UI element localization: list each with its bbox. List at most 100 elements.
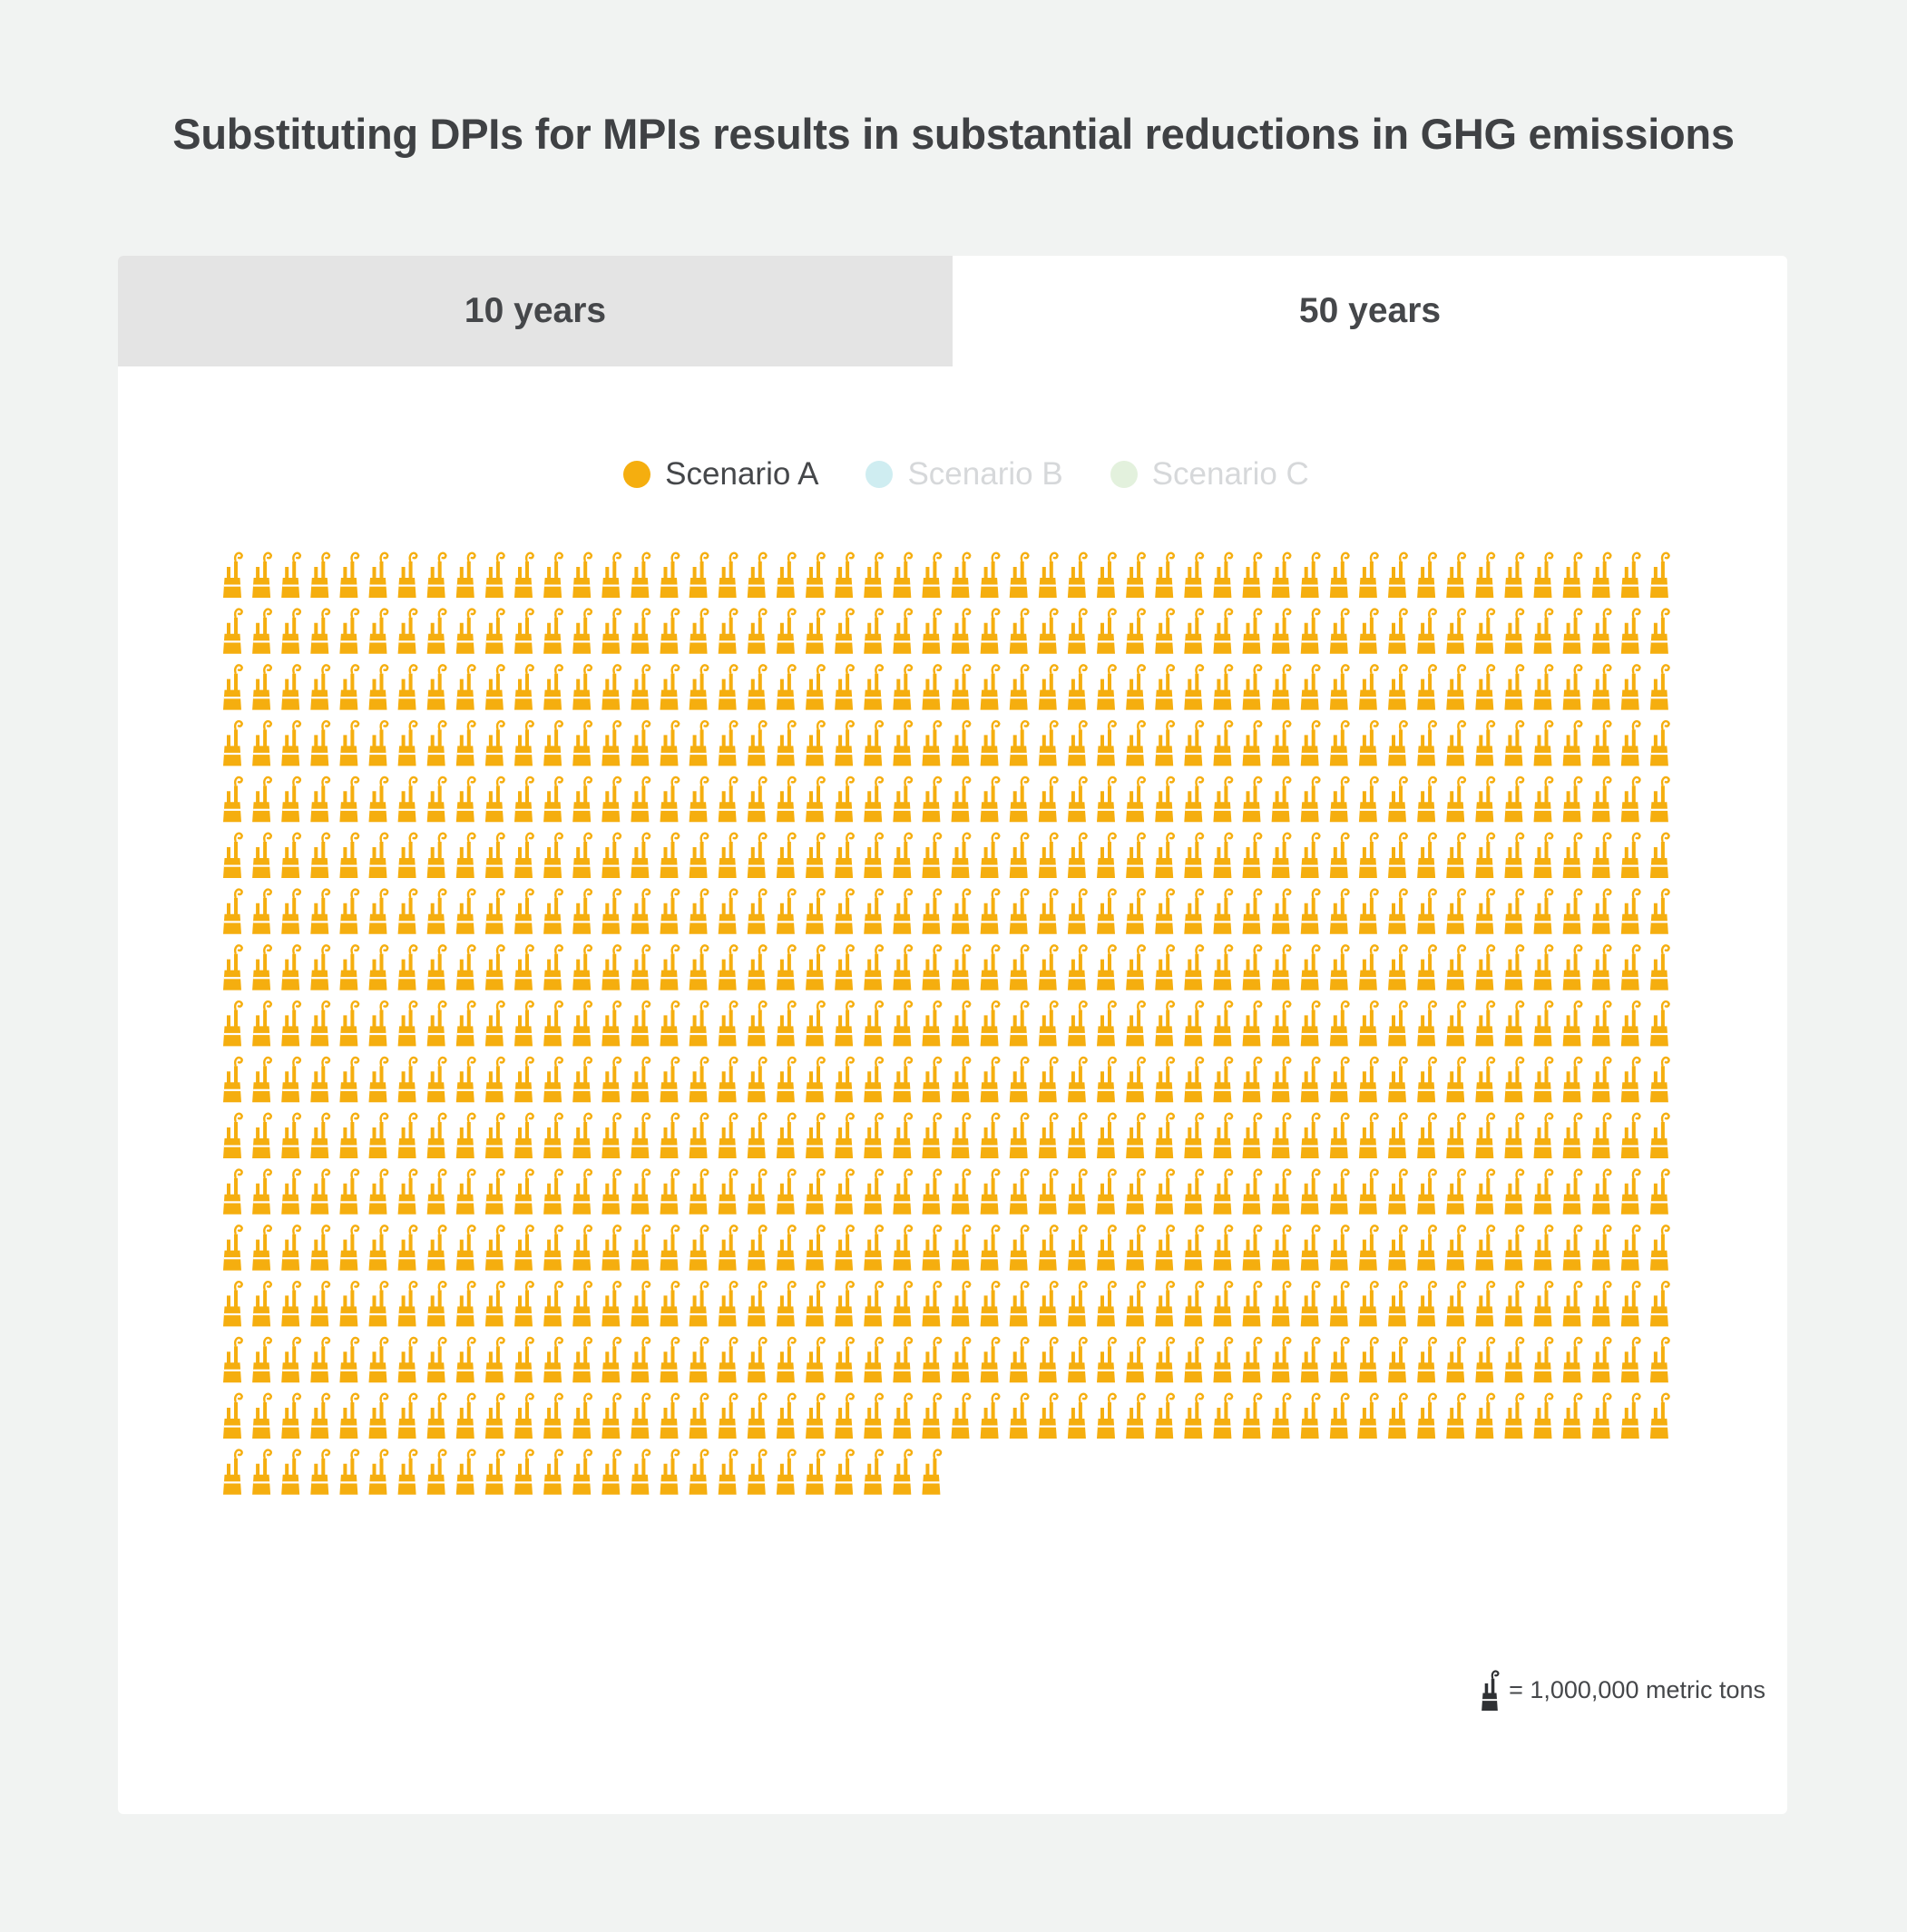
waffle-icon: [863, 888, 885, 936]
waffle-icon: [1357, 1000, 1379, 1048]
waffle-icon: [688, 944, 709, 991]
waffle-icon: [1212, 888, 1234, 936]
waffle-icon: [1037, 1168, 1059, 1216]
waffle-icon: [659, 608, 680, 655]
waffle-icon: [1386, 832, 1408, 880]
waffle-icon: [1153, 1336, 1176, 1384]
waffle-icon: [892, 832, 914, 880]
legend-item-scenario-c[interactable]: Scenario C: [1110, 456, 1309, 493]
waffle-icon: [1183, 1000, 1205, 1048]
waffle-icon: [425, 608, 447, 655]
waffle-icon: [1590, 1280, 1612, 1328]
waffle-icon: [367, 1392, 389, 1440]
waffle-icon: [1153, 776, 1176, 824]
waffle-icon: [717, 1056, 738, 1104]
waffle-icon: [1357, 944, 1379, 991]
waffle-icon: [338, 664, 360, 711]
waffle-icon: [979, 1225, 1001, 1272]
waffle-icon: [1357, 551, 1379, 600]
waffle-icon: [309, 1168, 331, 1216]
waffle-icon: [1415, 888, 1437, 936]
waffle-icon: [396, 1392, 418, 1440]
waffle-icon: [1183, 1056, 1205, 1104]
waffle-icon: [921, 1112, 943, 1160]
waffle-icon: [484, 1280, 505, 1328]
waffle-icon: [717, 608, 738, 655]
waffle-icon: [425, 1392, 447, 1440]
waffle-icon: [1124, 776, 1146, 824]
waffle-icon: [1299, 888, 1321, 936]
waffle-icon: [630, 1336, 651, 1384]
waffle-icon: [425, 551, 447, 600]
waffle-icon: [1183, 1336, 1205, 1384]
legend-item-scenario-a[interactable]: Scenario A: [623, 456, 818, 493]
waffle-icon: [309, 1449, 331, 1497]
legend-item-scenario-b[interactable]: Scenario B: [865, 456, 1063, 493]
waffle-icon: [717, 776, 738, 824]
waffle-icon: [1153, 664, 1176, 711]
waffle-icon: [1183, 1168, 1205, 1216]
waffle-icon: [513, 944, 534, 991]
waffle-icon: [425, 1280, 447, 1328]
tab-10-years[interactable]: 10 years: [118, 256, 953, 366]
waffle-icon: [717, 1168, 738, 1216]
waffle-icon: [455, 1225, 476, 1272]
waffle-icon: [804, 888, 826, 936]
waffle-icon: [1066, 944, 1088, 991]
waffle-icon: [280, 1392, 302, 1440]
waffle-icon: [950, 1168, 972, 1216]
waffle-icon: [950, 888, 972, 936]
waffle-icon: [280, 944, 302, 991]
waffle-icon: [1008, 608, 1030, 655]
waffle-icon: [250, 888, 272, 936]
waffle-icon: [1503, 551, 1525, 600]
waffle-icon: [1503, 1056, 1525, 1104]
waffle-icon: [1444, 1336, 1467, 1384]
waffle-icon: [1532, 1112, 1554, 1160]
legend-label-scenario-c: Scenario C: [1151, 456, 1309, 492]
waffle-icon: [542, 1392, 563, 1440]
waffle-icon: [542, 551, 563, 600]
waffle-icon: [280, 888, 302, 936]
waffle-icon: [1386, 1336, 1408, 1384]
waffle-icon: [1590, 1000, 1612, 1048]
waffle-icon: [221, 1336, 243, 1384]
waffle-icon: [833, 944, 855, 991]
waffle-icon: [1444, 1112, 1467, 1160]
tab-50-years[interactable]: 50 years: [953, 256, 1787, 366]
waffle-icon: [1212, 1056, 1234, 1104]
waffle-icon: [1212, 551, 1234, 600]
waffle-icon: [221, 944, 243, 991]
waffle-icon: [1066, 664, 1088, 711]
waffle-icon: [1066, 1168, 1088, 1216]
waffle-icon: [979, 1168, 1001, 1216]
waffle-icon: [1444, 1225, 1467, 1272]
waffle-icon: [542, 719, 563, 767]
waffle-icon: [484, 1168, 505, 1216]
waffle-icon: [1561, 888, 1583, 936]
waffle-icon: [659, 832, 680, 880]
waffle-icon: [746, 1225, 768, 1272]
waffle-icon: [425, 888, 447, 936]
waffle-icon: [1328, 664, 1350, 711]
waffle-icon: [1124, 551, 1146, 600]
waffle-icon: [601, 776, 622, 824]
waffle-icon: [1444, 1280, 1467, 1328]
waffle-icon: [892, 776, 914, 824]
waffle-icon: [309, 1000, 331, 1048]
waffle-icon: [863, 1225, 885, 1272]
waffle-icon: [338, 944, 360, 991]
waffle-icon: [1648, 1000, 1670, 1048]
waffle-icon: [659, 776, 680, 824]
waffle-icon: [1415, 1000, 1437, 1048]
waffle-icon: [688, 832, 709, 880]
waffle-icon: [950, 608, 972, 655]
waffle-icon: [1066, 551, 1088, 600]
waffle-icon: [1270, 664, 1292, 711]
waffle-icon: [804, 832, 826, 880]
waffle-icon: [513, 1336, 534, 1384]
waffle-icon: [484, 551, 505, 600]
waffle-icon: [950, 1336, 972, 1384]
waffle-icon: [1561, 608, 1583, 655]
waffle-icon: [950, 776, 972, 824]
